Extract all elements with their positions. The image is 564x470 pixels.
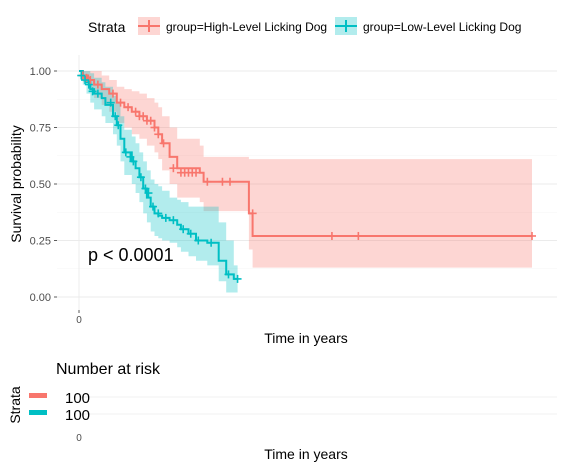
censor-mark xyxy=(111,112,120,121)
y-axis-label: Survival probability xyxy=(8,125,24,243)
censor-mark xyxy=(121,148,130,157)
censor-mark xyxy=(131,107,140,116)
censor-mark xyxy=(77,71,86,80)
censor-mark xyxy=(169,216,178,225)
y-tick-label: 0.00 xyxy=(30,292,51,304)
x-tick-label: 0 xyxy=(76,315,82,326)
km-plot: 0.00 0.25 0.50 0.75 1.00 0 p < 0.0001 Time i… xyxy=(8,55,557,346)
censor-mark xyxy=(192,168,201,177)
censor-mark xyxy=(354,231,363,240)
grid-lines xyxy=(57,55,557,310)
censor-mark xyxy=(148,202,157,211)
legend-label-high: group=High-Level Licking Dog xyxy=(166,20,327,34)
censor-mark xyxy=(124,103,133,112)
censor-mark xyxy=(327,231,336,240)
p-value-annotation: p < 0.0001 xyxy=(88,245,174,265)
censor-mark xyxy=(108,89,117,98)
y-tick-label: 0.25 xyxy=(30,236,51,248)
censor-mark xyxy=(136,173,145,182)
censor-mark xyxy=(203,177,212,186)
legend-title: Strata xyxy=(88,19,126,35)
censor-mark xyxy=(144,189,153,198)
legend-key-high xyxy=(138,17,160,35)
censor-mark xyxy=(139,112,148,121)
censor-mark xyxy=(93,89,102,98)
censor-mark xyxy=(81,76,90,85)
censor-mark xyxy=(106,98,115,107)
censor-mark xyxy=(224,270,233,279)
risk-x-tick-label: 0 xyxy=(76,433,82,444)
censor-mark xyxy=(84,80,93,89)
censor-mark xyxy=(141,184,150,193)
censor-mark xyxy=(150,123,159,132)
censor-mark xyxy=(226,177,234,186)
censor-mark xyxy=(194,236,203,245)
censor-mark xyxy=(169,164,178,173)
risk-table-strata-label: Strata xyxy=(7,386,23,424)
censor-mark xyxy=(116,98,125,107)
censor-mark xyxy=(93,80,102,89)
censor-mark xyxy=(186,229,195,238)
legend-key-low xyxy=(335,17,357,35)
y-tick-label: 0.50 xyxy=(30,179,51,191)
legend-label-low: group=Low-Level Licking Dog xyxy=(363,20,521,34)
risk-table-title: Number at risk xyxy=(56,361,161,378)
legend: Strata group=High-Level Licking Dog grou… xyxy=(88,17,521,35)
censor-mark xyxy=(161,213,170,222)
risk-count-high: 100 xyxy=(65,390,90,407)
x-axis-ticks: 0 xyxy=(76,310,82,326)
censor-mark xyxy=(154,209,163,218)
risk-row-key-low xyxy=(29,410,47,415)
censor-mark xyxy=(114,121,123,130)
y-tick-label: 1.00 xyxy=(30,66,51,78)
risk-table: Number at risk 100 100 Strata 0 Time in … xyxy=(7,361,557,462)
censor-mark xyxy=(233,274,242,283)
censor-mark xyxy=(207,238,216,247)
risk-x-axis-label: Time in years xyxy=(264,446,348,462)
censor-mark xyxy=(129,157,138,166)
risk-count-low: 100 xyxy=(65,407,90,424)
censor-mark xyxy=(88,87,97,96)
censor-mark xyxy=(218,177,227,186)
censor-mark xyxy=(528,231,536,240)
censor-mark xyxy=(179,225,188,234)
censor-mark xyxy=(154,130,163,139)
risk-row-key-high xyxy=(29,393,47,398)
y-tick-label: 0.75 xyxy=(30,123,51,135)
censor-mark xyxy=(248,209,257,218)
censor-mark xyxy=(159,139,168,148)
censor-marks xyxy=(77,71,536,283)
x-axis-label: Time in years xyxy=(264,330,348,346)
y-axis-ticks: 0.00 0.25 0.50 0.75 1.00 xyxy=(30,66,57,304)
censor-mark xyxy=(126,152,135,161)
censor-mark xyxy=(146,116,155,125)
ci-band-high xyxy=(79,71,532,268)
